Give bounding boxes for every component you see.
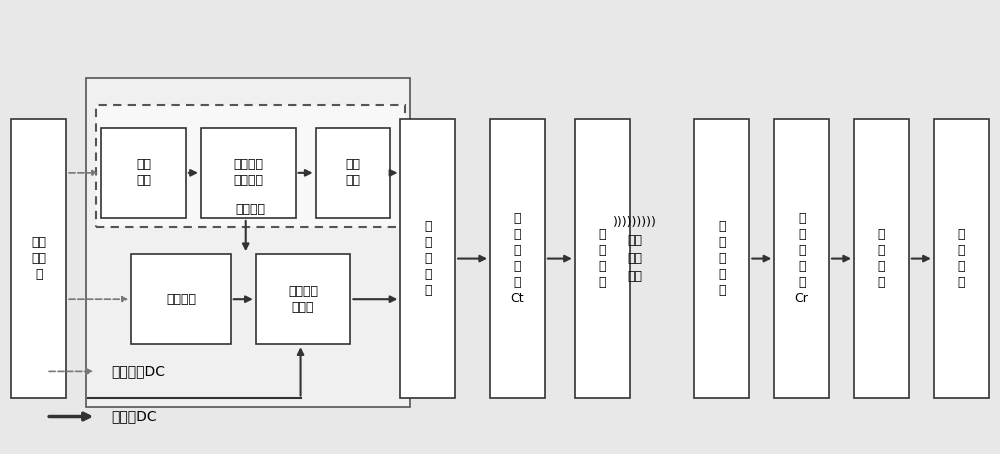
FancyBboxPatch shape — [774, 118, 829, 399]
Text: 高频信号
发生单元: 高频信号 发生单元 — [233, 158, 263, 188]
FancyBboxPatch shape — [694, 118, 749, 399]
FancyBboxPatch shape — [316, 128, 390, 218]
FancyBboxPatch shape — [96, 105, 405, 227]
Text: 电
控
开
关
组: 电 控 开 关 组 — [424, 220, 431, 297]
Text: 信号
隔离: 信号 隔离 — [345, 158, 360, 188]
FancyBboxPatch shape — [400, 118, 455, 399]
FancyBboxPatch shape — [101, 128, 186, 218]
Text: 工
作
负
载: 工 作 负 载 — [957, 228, 965, 289]
Text: 匹
配
电
容
组
Ct: 匹 配 电 容 组 Ct — [511, 212, 524, 305]
FancyBboxPatch shape — [86, 78, 410, 408]
Text: 主电路DC: 主电路DC — [111, 410, 157, 424]
Text: 控制电路DC: 控制电路DC — [111, 365, 165, 378]
Text: 接
收
线
圈
组: 接 收 线 圈 组 — [718, 220, 726, 297]
Text: 信号发生: 信号发生 — [236, 203, 266, 216]
FancyBboxPatch shape — [575, 118, 630, 399]
FancyBboxPatch shape — [854, 118, 909, 399]
Text: 使能
控制: 使能 控制 — [136, 158, 151, 188]
FancyBboxPatch shape — [201, 128, 296, 218]
Text: 高频驱动: 高频驱动 — [166, 293, 196, 306]
FancyBboxPatch shape — [256, 254, 350, 344]
Text: )))))))))
无线
能量
传输: ))))))))) 无线 能量 传输 — [613, 216, 657, 283]
Text: 匹
配
电
容
组
Cr: 匹 配 电 容 组 Cr — [795, 212, 809, 305]
FancyBboxPatch shape — [934, 118, 989, 399]
FancyBboxPatch shape — [490, 118, 545, 399]
FancyBboxPatch shape — [11, 118, 66, 399]
FancyBboxPatch shape — [131, 254, 231, 344]
Text: 隔离
电源
组: 隔离 电源 组 — [31, 236, 46, 281]
Text: 频
率
调
理: 频 率 调 理 — [878, 228, 885, 289]
Text: 发
射
线
圈: 发 射 线 圈 — [598, 228, 606, 289]
Text: 变频及功
率放大: 变频及功 率放大 — [288, 285, 318, 314]
